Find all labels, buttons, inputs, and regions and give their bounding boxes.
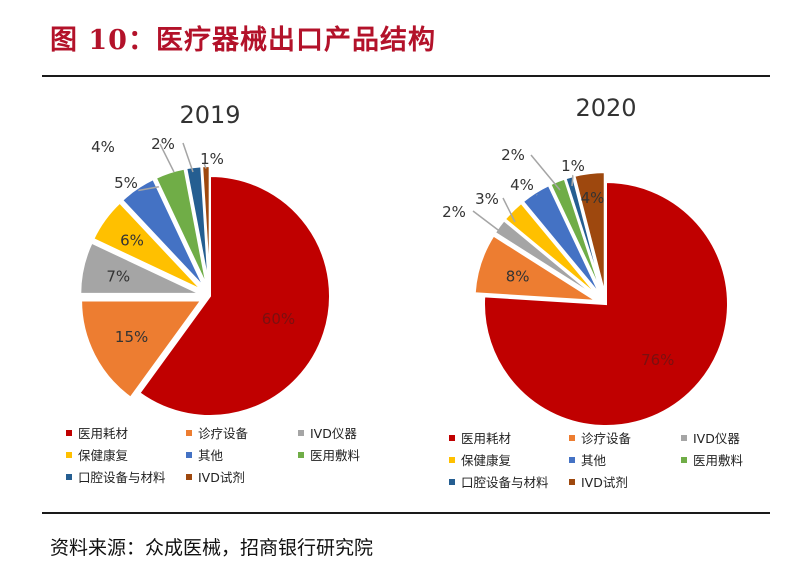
legend-label: 保健康复 — [78, 448, 129, 463]
data-label-2019-4: 5% — [114, 174, 138, 192]
legend-item: 医用敷料 — [298, 445, 360, 464]
legend-swatch — [681, 434, 687, 441]
legend-swatch — [298, 429, 304, 436]
leader-line-2020-2 — [472, 210, 507, 237]
legend-label: IVD试剂 — [198, 470, 245, 485]
legend-item: IVD试剂 — [569, 472, 628, 491]
legend-swatch — [66, 429, 72, 436]
legend-swatch — [298, 451, 304, 458]
pie-slice-2020-3 — [503, 201, 600, 298]
legend-item: 诊疗设备 — [569, 428, 631, 447]
legend-swatch — [449, 456, 455, 463]
legend-swatch — [66, 473, 72, 480]
legend-label: 诊疗设备 — [198, 426, 249, 441]
data-label-2019-1: 15% — [115, 328, 148, 346]
legend-label: IVD试剂 — [581, 475, 628, 490]
pie-slice-2019-3 — [91, 201, 203, 292]
source-note: 资料来源：众成医械，招商银行研究院 — [50, 537, 374, 559]
legend-item: 口腔设备与材料 — [449, 472, 549, 491]
data-label-2020-4: 4% — [510, 176, 534, 194]
data-label-2020-0: 76% — [641, 351, 674, 369]
leader-line-2019-7 — [203, 162, 207, 169]
pie-slice-2019-4 — [120, 177, 206, 289]
legend-item: IVD仪器 — [681, 428, 740, 447]
data-label-2020-2: 2% — [442, 203, 466, 221]
legend-swatch — [186, 451, 192, 458]
legend-swatch — [569, 456, 575, 463]
legend-label: 其他 — [198, 448, 224, 463]
legend-label: 医用敷料 — [693, 453, 744, 468]
data-label-2019-5: 4% — [91, 138, 115, 156]
legend-item: 口腔设备与材料 — [66, 467, 166, 486]
leader-line-2019-5 — [159, 143, 175, 173]
legend-item: IVD仪器 — [298, 423, 357, 442]
pie-slice-2019-7 — [201, 165, 211, 287]
bottom-divider — [42, 512, 770, 514]
legend-label: IVD仪器 — [310, 426, 357, 441]
legend-label: 医用耗材 — [461, 431, 512, 446]
pie-slice-2019-1 — [80, 299, 204, 400]
figure-title: 图 10：医疗器械出口产品结构 — [50, 25, 436, 56]
data-label-2019-0: 60% — [262, 310, 295, 328]
legend-label: 其他 — [581, 453, 607, 468]
data-label-2019-2: 7% — [106, 267, 130, 285]
legend-swatch — [186, 429, 192, 436]
pie-slice-2020-0 — [483, 180, 729, 427]
top-divider — [42, 75, 770, 77]
data-label-2019-3: 6% — [120, 231, 144, 249]
leader-line-2020-6 — [571, 174, 574, 187]
legend-item: 诊疗设备 — [186, 423, 248, 442]
legend-label: 口腔设备与材料 — [461, 475, 549, 490]
data-label-2019-6: 2% — [151, 135, 175, 153]
data-label-2020-6: 1% — [561, 157, 585, 175]
legend-swatch — [681, 456, 687, 463]
legend-label: IVD仪器 — [693, 431, 740, 446]
pie-slice-2019-2 — [79, 241, 201, 295]
legend-label: 医用敷料 — [310, 448, 361, 463]
legend-2019: 医用耗材 诊疗设备 IVD仪器保健康复 其他 医用敷料口腔设备与材料 IVD试剂 — [66, 423, 406, 489]
legend-swatch — [66, 451, 72, 458]
legend-item: 医用耗材 — [66, 423, 128, 442]
pie-slice-2020-7 — [573, 171, 606, 295]
data-label-2019-7: 1% — [200, 150, 224, 168]
legend-swatch — [186, 473, 192, 480]
legend-item: 其他 — [186, 445, 223, 464]
legend-item: 医用耗材 — [449, 428, 511, 447]
legend-item: 医用敷料 — [681, 450, 743, 469]
legend-label: 口腔设备与材料 — [78, 470, 166, 485]
data-label-2020-5: 2% — [501, 146, 525, 164]
data-label-2020-3: 3% — [475, 190, 499, 208]
leader-line-2020-5 — [530, 154, 561, 191]
leader-line-2020-3 — [502, 197, 516, 223]
pie-slice-2020-1 — [473, 234, 598, 302]
pie-slice-2019-0 — [138, 174, 331, 417]
legend-swatch — [449, 434, 455, 441]
data-label-2020-7: 4% — [581, 189, 605, 207]
legend-swatch — [569, 434, 575, 441]
legend-item: IVD试剂 — [186, 467, 245, 486]
legend-item: 保健康复 — [449, 450, 511, 469]
legend-swatch — [449, 478, 455, 485]
chart-title-2020: 2020 — [575, 94, 636, 122]
pie-slice-2019-5 — [154, 167, 208, 287]
legend-item: 其他 — [569, 450, 606, 469]
data-label-2020-1: 8% — [506, 267, 530, 285]
legend-item: 保健康复 — [66, 445, 128, 464]
pie-slice-2020-4 — [521, 183, 602, 297]
legend-label: 诊疗设备 — [581, 431, 632, 446]
legend-label: 保健康复 — [461, 453, 512, 468]
pie-slice-2020-2 — [493, 218, 599, 299]
legend-2020: 医用耗材 诊疗设备 IVD仪器保健康复 其他 医用敷料口腔设备与材料 IVD试剂 — [449, 428, 779, 494]
chart-title-2019: 2019 — [179, 101, 240, 129]
leader-line-2019-6 — [182, 142, 194, 173]
legend-swatch — [569, 478, 575, 485]
legend-label: 医用耗材 — [78, 426, 129, 441]
